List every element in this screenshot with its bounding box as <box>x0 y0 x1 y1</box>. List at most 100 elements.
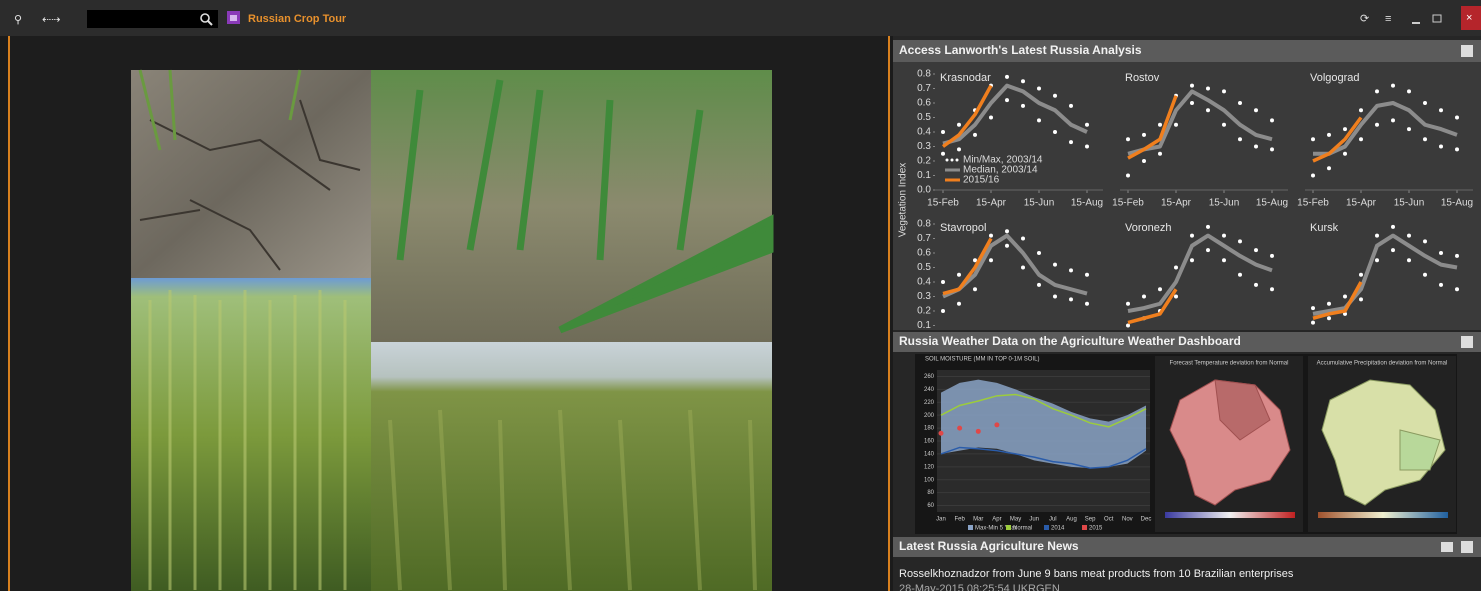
y-tick-label: 0.7 <box>917 233 931 244</box>
minmax-dot <box>1270 147 1274 152</box>
legend-swatch <box>968 525 973 530</box>
info-icon[interactable] <box>1461 336 1473 348</box>
y-tick-label: 160 <box>924 439 935 445</box>
legend-swatch <box>1006 525 1011 530</box>
minmax-dot <box>1270 118 1274 123</box>
soil-sprouts <box>138 69 302 151</box>
median-line <box>942 233 1088 299</box>
minmax-dot <box>1037 282 1041 287</box>
minmax-dot <box>1327 132 1331 137</box>
minmax-dot <box>1423 272 1427 277</box>
minimize-button[interactable] <box>1412 22 1420 24</box>
minmax-dot <box>1222 233 1226 238</box>
news-timestamp: 28-May-2015 08:25:54 UKRGEN <box>899 583 1060 591</box>
minmax-dot <box>1311 320 1315 325</box>
panel-header <box>893 537 1481 557</box>
refresh-icon[interactable]: ⟳ <box>1360 13 1369 25</box>
minmax-dot <box>1238 239 1242 244</box>
x-tick-label: Apr <box>992 517 1001 523</box>
minmax-dot <box>973 258 977 263</box>
info-icon[interactable] <box>1461 45 1473 57</box>
restore-button[interactable] <box>1432 14 1442 23</box>
y-tick-label: 240 <box>924 387 935 393</box>
popout-icon[interactable] <box>1441 542 1453 552</box>
menu-icon[interactable]: ≡ <box>1385 13 1391 25</box>
minmax-dot <box>973 287 977 292</box>
y-tick-label: 260 <box>924 374 935 380</box>
minmax-dot <box>1270 253 1274 258</box>
photo-field <box>371 342 772 591</box>
x-tick-label: 15-Apr <box>1346 198 1377 209</box>
minmax-dot <box>1407 89 1411 94</box>
minmax-dot <box>1439 144 1443 149</box>
minmax-dot <box>1206 86 1210 91</box>
chart-title: Krasnodar <box>940 72 991 84</box>
x-tick-label: Aug <box>1066 517 1077 523</box>
map-region <box>1214 379 1271 441</box>
legend-label: 2015 <box>1089 526 1103 532</box>
point-2015 <box>938 430 944 436</box>
minmax-dot <box>1375 258 1379 263</box>
minmax-dot <box>1254 108 1258 113</box>
x-tick-label: 15-Feb <box>927 198 959 209</box>
minmax-dot <box>1174 122 1178 127</box>
x-tick-label: Feb <box>954 517 965 523</box>
minmax-dot <box>1021 236 1025 241</box>
minmax-dot <box>1190 233 1194 238</box>
legend-swatch <box>1082 525 1087 530</box>
legend-swatch <box>1044 525 1049 530</box>
toolbar <box>0 0 1481 36</box>
minmax-dot <box>1005 74 1009 79</box>
minmax-dot <box>1053 93 1057 98</box>
link-icon[interactable]: ⚲ <box>14 14 22 26</box>
x-tick-label: Jan <box>936 517 946 523</box>
minmax-dot <box>1222 122 1226 127</box>
y-tick-label: 0.3 <box>917 291 931 302</box>
minmax-dot <box>1407 233 1411 238</box>
nav-arrows[interactable]: ⇠⇢ <box>42 14 60 26</box>
legend-swatch <box>955 158 959 162</box>
y-tick-label: 0.5 <box>917 112 931 123</box>
news-headline[interactable]: Rosselkhoznadzor from June 9 bans meat p… <box>899 568 1294 580</box>
info-icon[interactable] <box>1461 541 1473 553</box>
minmax-dot <box>1254 248 1258 253</box>
minmax-dot <box>957 272 961 277</box>
x-tick-label: Oct <box>1104 517 1114 523</box>
y-tick-label: 0.1 <box>917 170 931 181</box>
point-2015 <box>994 422 1000 428</box>
calendar-icon <box>230 15 237 21</box>
minmax-dot <box>1158 151 1162 156</box>
minmax-dot <box>1327 301 1331 306</box>
minmax-dot <box>1037 86 1041 91</box>
minmax-dot <box>973 132 977 137</box>
minmax-dot <box>1174 294 1178 299</box>
minmax-dot <box>1085 301 1089 306</box>
x-tick-label: May <box>1010 517 1021 523</box>
y-tick-label: 60 <box>927 503 934 509</box>
search-icon[interactable] <box>200 13 210 23</box>
minmax-dot <box>1069 140 1073 145</box>
y-tick-label: 0.7 <box>917 83 931 94</box>
close-button[interactable] <box>1461 6 1481 30</box>
y-axis-label: Vegetation Index <box>898 163 909 238</box>
x-tick-label: 15-Feb <box>1297 198 1329 209</box>
minmax-dot <box>1174 265 1178 270</box>
photo-sprouts <box>371 70 772 342</box>
minmax-dot <box>1359 108 1363 113</box>
minmax-dot <box>1439 282 1443 287</box>
photo-collage <box>131 69 774 591</box>
minmax-dot <box>1142 294 1146 299</box>
x-tick-label: 15-Feb <box>1112 198 1144 209</box>
search-box[interactable] <box>87 10 218 28</box>
minmax-dot <box>1375 122 1379 127</box>
minmax-dot <box>1021 265 1025 270</box>
legend-label: Median, 2003/14 <box>963 165 1038 176</box>
y-tick-label: 0.8 <box>917 219 931 230</box>
minmax-dot <box>1206 108 1210 113</box>
minmax-dot <box>1069 297 1073 302</box>
minmax-dot <box>1206 248 1210 253</box>
y-tick-label: 0.4 <box>917 277 931 288</box>
legend-label: 2015/16 <box>963 175 1000 186</box>
minmax-dot <box>1238 272 1242 277</box>
